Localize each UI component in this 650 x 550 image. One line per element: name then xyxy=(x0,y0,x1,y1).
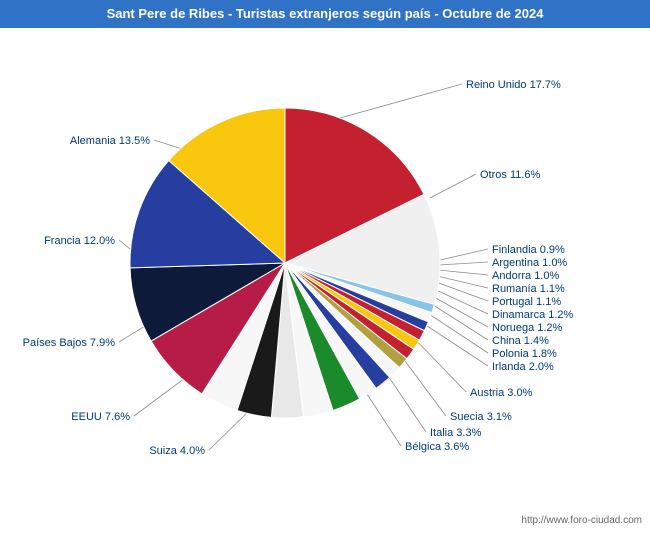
leader-line xyxy=(363,388,401,446)
leader-line xyxy=(340,84,462,118)
leader-line xyxy=(438,270,488,275)
leader-line xyxy=(439,262,488,265)
slice-label: China 1.4% xyxy=(492,334,549,348)
leader-line xyxy=(119,326,145,342)
leader-line xyxy=(440,249,488,260)
chart-area: Reino Unido 17.7% Otros 11.6% Finlandia 0.… xyxy=(0,28,650,530)
slice-label: Suecia 3.1% xyxy=(450,410,512,424)
slice-label: EEUU 7.6% xyxy=(71,410,130,424)
slice-label: Alemania 13.5% xyxy=(70,134,150,148)
slice-label: Rumanía 1.1% xyxy=(492,282,565,296)
slice-label: Austria 3.0% xyxy=(470,386,532,400)
slice-label: Irlanda 2.0% xyxy=(492,360,554,374)
slice-label: Reino Unido 17.7% xyxy=(466,78,561,92)
leader-line xyxy=(437,276,488,288)
leader-line xyxy=(134,378,185,416)
leader-line xyxy=(426,312,488,353)
slice-label: Dinamarca 1.2% xyxy=(492,308,573,322)
leader-line xyxy=(384,370,426,432)
slice-label: Andorra 1.0% xyxy=(492,269,559,283)
slice-label: Portugal 1.1% xyxy=(492,295,561,309)
leader-line xyxy=(430,303,488,340)
slice-label: Noruega 1.2% xyxy=(492,321,562,335)
leader-line xyxy=(436,282,488,301)
slice-label: Suiza 4.0% xyxy=(149,444,205,458)
chart-title: Sant Pere de Ribes - Turistas extranjero… xyxy=(107,6,544,21)
leader-line xyxy=(421,322,488,366)
slice-label: Italia 3.3% xyxy=(430,426,481,440)
leader-line xyxy=(399,353,446,416)
slice-label: Otros 11.6% xyxy=(480,168,540,182)
pie-slices xyxy=(130,108,440,418)
slice-label: Finlandia 0.9% xyxy=(492,243,565,257)
slice-label: Argentina 1.0% xyxy=(492,256,567,270)
leader-line xyxy=(209,410,250,450)
slice-label: Bélgica 3.6% xyxy=(405,440,469,454)
slice-label: Polonia 1.8% xyxy=(492,347,557,361)
chart-title-bar: Sant Pere de Ribes - Turistas extranjero… xyxy=(0,0,650,28)
leader-line xyxy=(430,174,476,198)
slice-label: Francia 12.0% xyxy=(44,234,115,248)
leader-line xyxy=(412,336,466,392)
footer-credit: http://www.foro-ciudad.com xyxy=(521,515,642,526)
slice-label: Países Bajos 7.9% xyxy=(23,336,115,350)
